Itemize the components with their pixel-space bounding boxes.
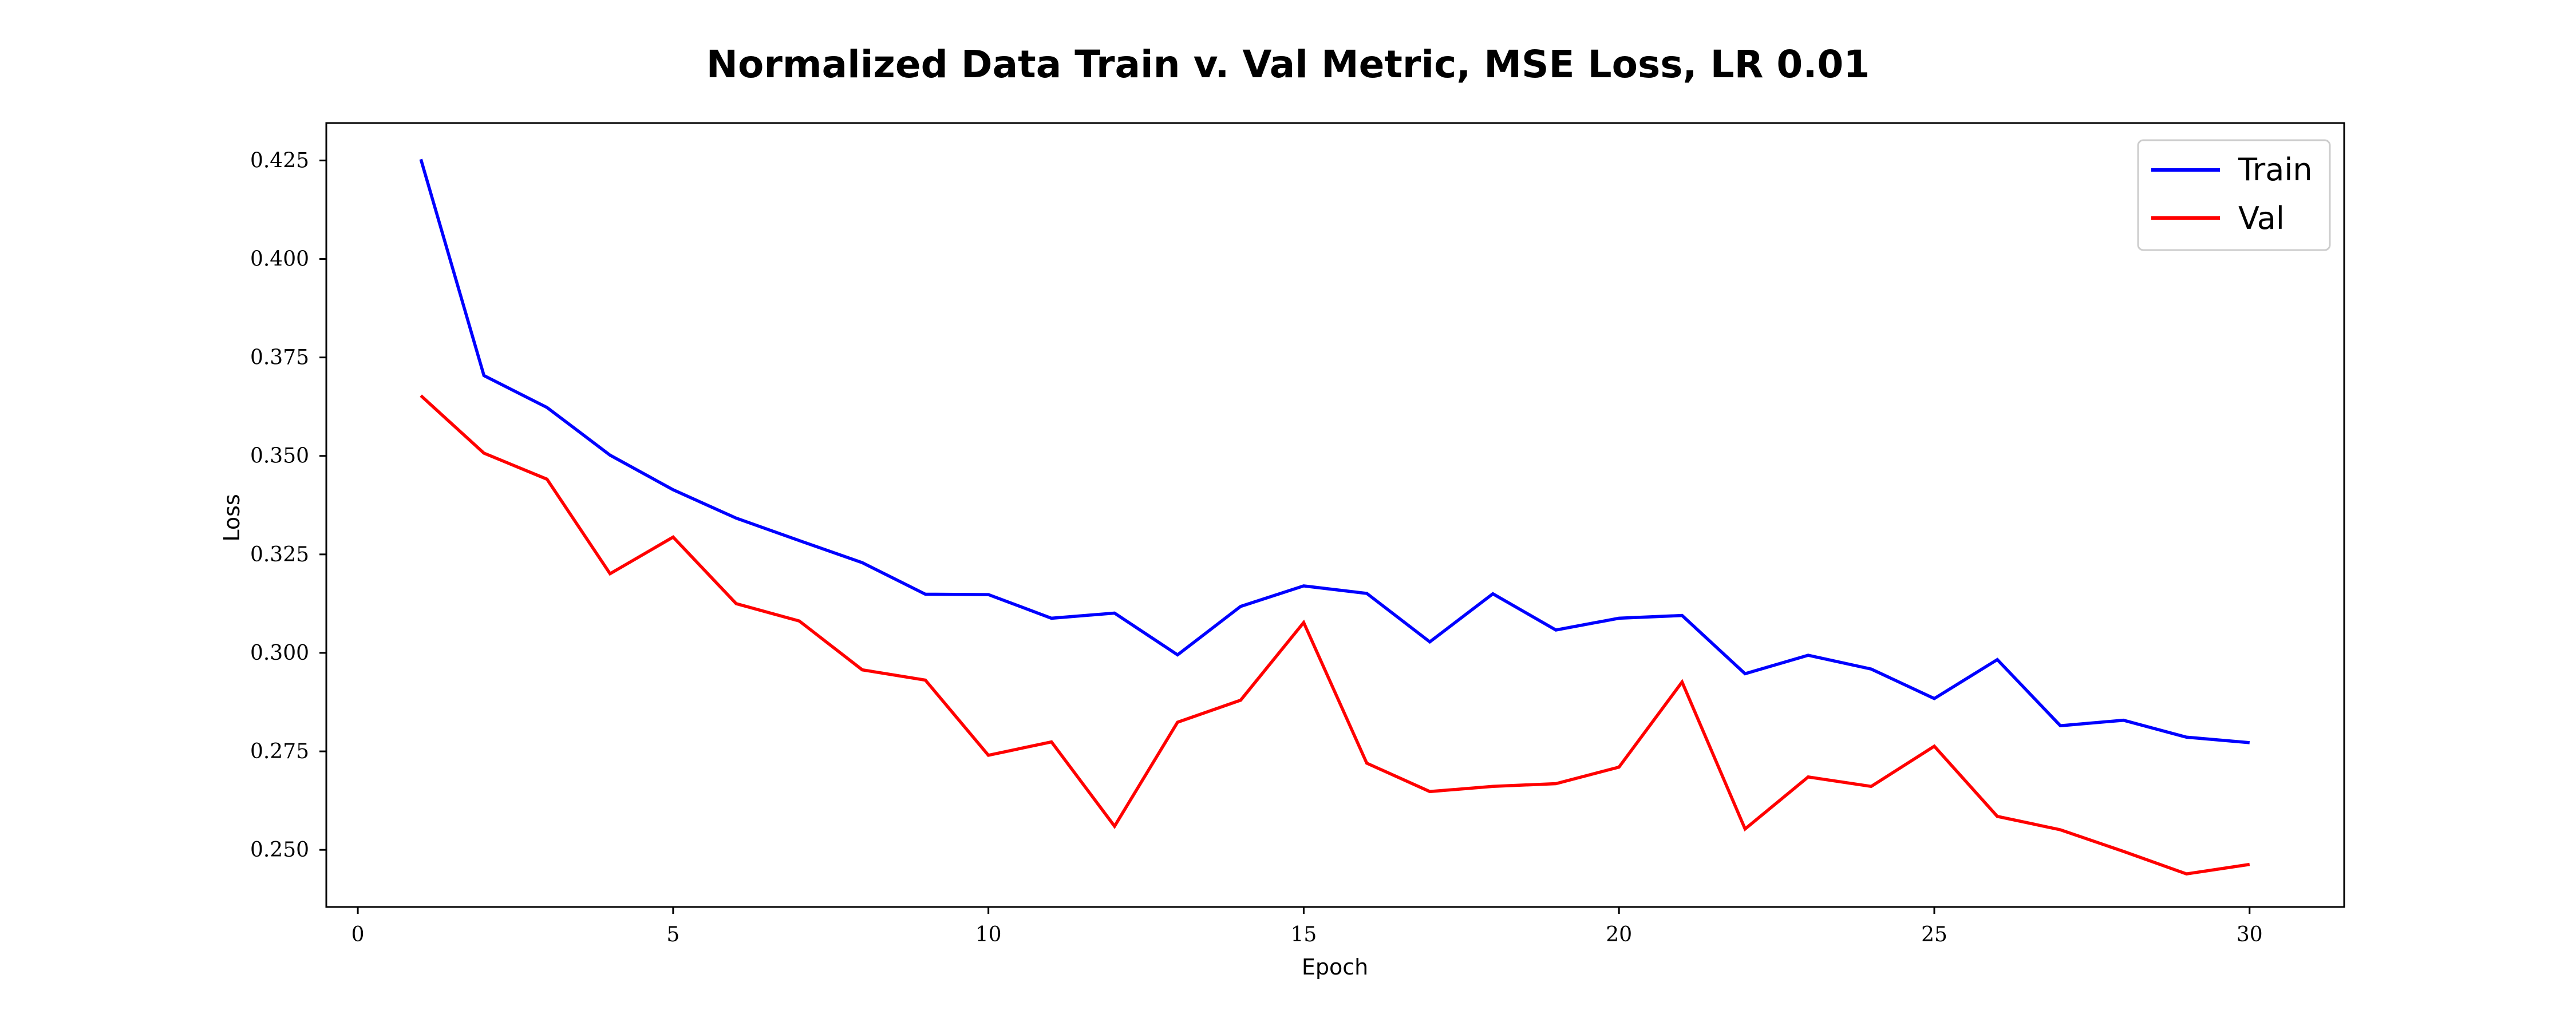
y-tick-label: 0.350 xyxy=(250,445,309,468)
chart-title: Normalized Data Train v. Val Metric, MSE… xyxy=(706,42,1870,86)
plot-frame xyxy=(325,122,2345,908)
x-tick-label: 10 xyxy=(975,923,1002,946)
legend-label-val: Val xyxy=(2238,200,2285,236)
x-axis: 0 5 10 15 20 25 30 xyxy=(351,907,2263,946)
y-tick-label: 0.425 xyxy=(250,149,309,172)
series-lines xyxy=(419,159,2250,876)
y-tick-label: 0.300 xyxy=(250,641,309,665)
x-tick-label: 20 xyxy=(1606,923,1632,946)
x-tick-label: 25 xyxy=(1921,923,1947,946)
y-axis: 0.250 0.275 0.300 0.325 0.350 0.375 0.400 0.425 xyxy=(250,149,326,862)
y-tick-label: 0.400 xyxy=(250,248,309,271)
y-tick-label: 0.250 xyxy=(250,838,309,862)
y-tick-label: 0.375 xyxy=(250,346,309,370)
val-series-line xyxy=(420,394,2250,876)
y-axis-label: Loss xyxy=(219,494,244,541)
train-series-line xyxy=(419,159,2250,744)
legend-box xyxy=(2137,139,2331,251)
y-tick-label: 0.325 xyxy=(250,543,309,566)
x-tick-label: 30 xyxy=(2237,923,2263,946)
legend: Train Val xyxy=(2137,139,2331,251)
y-tick-label: 0.275 xyxy=(250,740,309,763)
x-axis-label: Epoch xyxy=(1302,954,1368,980)
x-tick-label: 5 xyxy=(666,923,679,946)
x-tick-label: 0 xyxy=(351,923,365,946)
plot-area: 0 5 10 15 20 25 30 0.2500.2750.3000.3250.3500.… xyxy=(250,122,2345,946)
legend-label-train: Train xyxy=(2238,152,2313,188)
x-tick-label: 15 xyxy=(1291,923,1317,946)
